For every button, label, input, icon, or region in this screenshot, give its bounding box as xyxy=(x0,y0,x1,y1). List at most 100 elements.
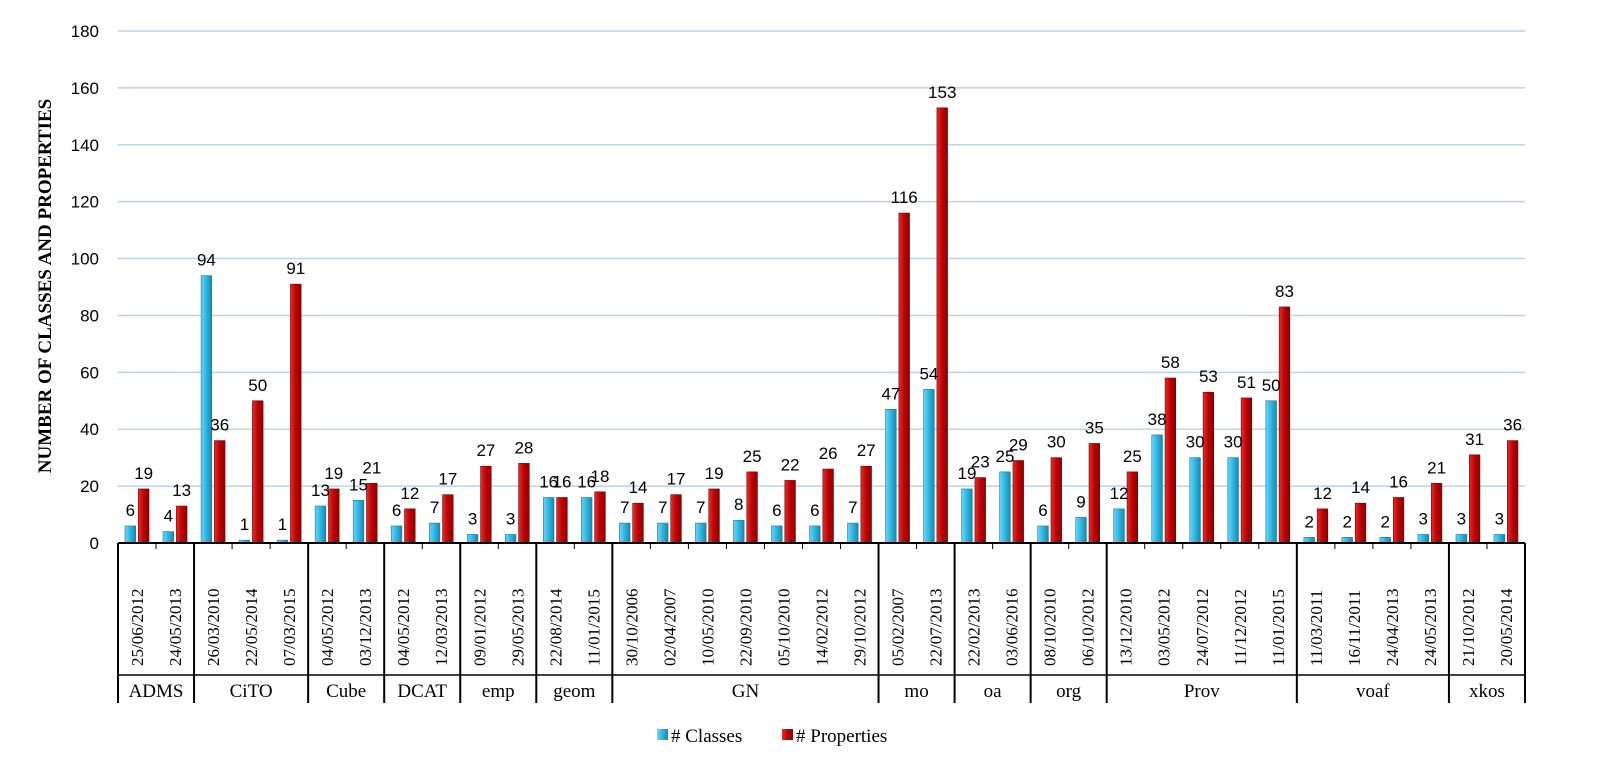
data-label-properties: 23 xyxy=(971,453,990,472)
data-label-properties: 27 xyxy=(476,441,495,460)
category-label: 11/12/2012 xyxy=(1231,589,1250,666)
bar-classes xyxy=(1227,457,1239,544)
data-label-properties: 17 xyxy=(667,470,686,489)
bar-classes xyxy=(466,534,479,544)
y-tick-label: 160 xyxy=(71,79,99,98)
category-label: 12/03/2013 xyxy=(432,589,451,666)
bar-classes xyxy=(314,505,327,544)
data-label-properties: 18 xyxy=(591,467,610,486)
bar-classes xyxy=(428,522,441,544)
bar-properties xyxy=(670,494,682,544)
data-label-classes: 6 xyxy=(810,501,819,520)
bar-properties xyxy=(1202,391,1215,544)
bar-classes xyxy=(543,497,555,544)
bar-properties xyxy=(822,468,834,544)
bar-properties xyxy=(898,212,910,544)
bar-properties xyxy=(1240,397,1253,544)
bar-properties xyxy=(784,480,796,544)
data-label-classes: 16 xyxy=(539,472,558,491)
category-label: 24/04/2013 xyxy=(1383,589,1402,666)
data-label-classes: 13 xyxy=(311,481,330,500)
bar-classes xyxy=(619,522,631,544)
data-label-classes: 7 xyxy=(696,498,705,517)
data-label-properties: 58 xyxy=(1161,353,1180,372)
data-label-classes: 38 xyxy=(1148,410,1167,429)
category-label: 22/07/2013 xyxy=(927,589,946,666)
category-label: 13/12/2010 xyxy=(1117,589,1136,666)
category-label: 22/09/2010 xyxy=(736,589,755,666)
bar-properties xyxy=(1468,454,1481,544)
y-tick-label: 120 xyxy=(71,193,99,212)
data-label-classes: 6 xyxy=(1038,501,1047,520)
data-label-properties: 16 xyxy=(1389,472,1408,491)
bar-classes xyxy=(162,531,175,544)
category-label: 22/05/2014 xyxy=(242,588,261,666)
data-label-properties: 14 xyxy=(1351,478,1370,497)
data-label-properties: 30 xyxy=(1047,433,1066,452)
data-label-properties: 21 xyxy=(362,458,381,477)
data-label-properties: 12 xyxy=(1313,484,1332,503)
bar-properties xyxy=(594,491,606,544)
group-label: CiTO xyxy=(230,681,273,702)
data-label-classes: 3 xyxy=(1495,509,1504,528)
bar-classes xyxy=(1037,525,1049,544)
category-label: 16/11/2011 xyxy=(1345,590,1364,666)
bar-properties xyxy=(366,482,378,544)
data-label-properties: 91 xyxy=(286,259,305,278)
data-label-classes: 6 xyxy=(126,501,135,520)
data-label-classes: 2 xyxy=(1381,512,1390,531)
category-label: 25/06/2012 xyxy=(128,589,147,666)
bar-classes xyxy=(505,534,517,544)
group-label: mo xyxy=(904,681,928,702)
data-label-classes: 6 xyxy=(772,501,781,520)
category-label: 03/05/2012 xyxy=(1155,589,1174,666)
bar-properties xyxy=(1050,457,1062,544)
bar-classes xyxy=(200,275,213,544)
bar-classes xyxy=(1189,457,1201,544)
bar-properties xyxy=(1392,497,1405,544)
bar-properties xyxy=(328,488,340,544)
bar-classes xyxy=(1493,534,1505,544)
category-label: 26/03/2010 xyxy=(204,589,223,666)
bar-properties xyxy=(480,465,492,544)
data-label-classes: 3 xyxy=(1457,509,1466,528)
category-label: 24/07/2012 xyxy=(1193,589,1212,666)
bar-properties xyxy=(1164,377,1177,544)
category-label: 14/02/2012 xyxy=(813,589,832,666)
bar-classes xyxy=(1151,434,1163,544)
data-label-classes: 7 xyxy=(658,498,667,517)
category-label: 24/05/2013 xyxy=(166,589,185,666)
bar-classes xyxy=(390,525,403,544)
data-label-properties: 36 xyxy=(210,416,229,435)
bar-classes xyxy=(1417,534,1429,544)
category-label: 11/03/2011 xyxy=(1307,590,1326,666)
bar-properties xyxy=(1507,440,1519,544)
group-label: emp xyxy=(482,681,515,702)
bar-classes xyxy=(999,471,1011,544)
bar-classes xyxy=(885,409,897,544)
data-label-properties: 14 xyxy=(629,478,648,497)
data-label-classes: 50 xyxy=(1262,376,1281,395)
group-label: oa xyxy=(984,681,1003,702)
legend-swatch-classes xyxy=(657,729,668,740)
category-label: 04/05/2012 xyxy=(394,589,413,666)
data-label-classes: 7 xyxy=(620,498,629,517)
bar-properties xyxy=(1430,482,1443,544)
bars xyxy=(124,107,1519,544)
data-label-classes: 19 xyxy=(957,464,976,483)
category-label: 29/10/2012 xyxy=(851,589,870,666)
bar-properties xyxy=(1354,502,1367,544)
data-label-classes: 47 xyxy=(881,384,900,403)
bar-properties xyxy=(214,440,226,544)
bar-properties xyxy=(1316,508,1329,544)
data-label-properties: 21 xyxy=(1427,458,1446,477)
category-label: 22/02/2013 xyxy=(965,589,984,666)
y-tick-label: 40 xyxy=(80,420,99,439)
category-label: 05/02/2007 xyxy=(889,588,908,666)
bar-properties xyxy=(936,107,948,544)
data-label-classes: 9 xyxy=(1076,492,1085,511)
y-tick-label: 60 xyxy=(80,363,99,382)
data-label-classes: 7 xyxy=(430,498,439,517)
bar-properties xyxy=(974,477,986,544)
category-label: 29/05/2013 xyxy=(508,589,527,666)
